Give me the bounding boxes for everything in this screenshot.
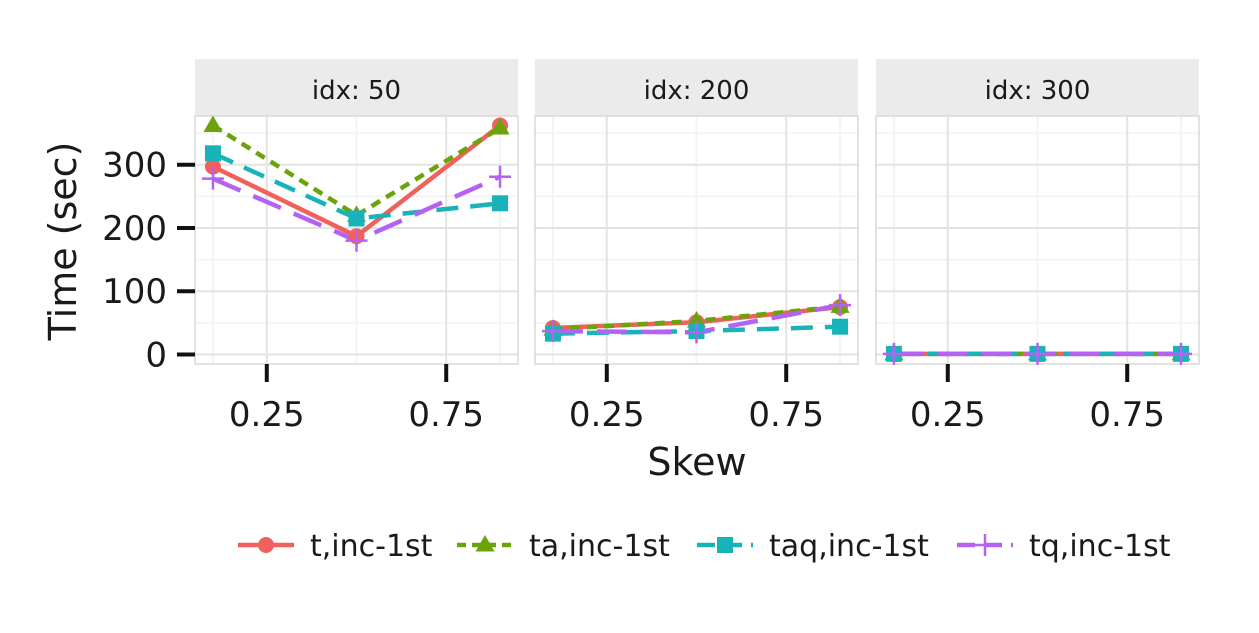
panel-border xyxy=(194,115,519,365)
legend-item: taq,inc-1st xyxy=(697,529,929,564)
panel-2: idx: 200 0.25 0.75 xyxy=(534,59,859,435)
y-axis-title: Time (sec) xyxy=(41,142,85,342)
x-tick-label: 0.75 xyxy=(748,395,824,435)
legend-key-marker xyxy=(475,535,495,552)
data-point-tq-inc-1st xyxy=(345,229,368,252)
data-point-taq-inc-1st xyxy=(348,210,365,227)
data-point-taq-inc-1st xyxy=(204,145,221,162)
y-tick-label: 300 xyxy=(102,146,167,186)
x-tick-label: 0.25 xyxy=(569,395,645,435)
panel-border xyxy=(534,115,859,365)
data-point-tq-inc-1st xyxy=(1026,342,1049,365)
legend-label: ta,inc-1st xyxy=(529,529,670,564)
data-point-tq-inc-1st xyxy=(201,167,224,190)
legend-item: tq,inc-1st xyxy=(957,529,1171,564)
panel-strip-label: idx: 50 xyxy=(312,76,401,106)
y-tick-label: 200 xyxy=(102,209,167,249)
panel-strip-label: idx: 200 xyxy=(644,76,750,106)
panel-strip-label: idx: 300 xyxy=(985,76,1091,106)
y-tick-label: 100 xyxy=(102,272,167,312)
x-tick-label: 0.25 xyxy=(910,395,986,435)
legend-item: ta,inc-1st xyxy=(457,529,670,564)
x-tick-label: 0.75 xyxy=(408,395,484,435)
data-point-taq-inc-1st xyxy=(832,318,849,335)
panel-strip xyxy=(195,59,518,116)
panel-3: idx: 300 0.25 0.75 xyxy=(875,59,1200,435)
x-axis-title: Skew xyxy=(647,440,746,484)
data-point-tq-inc-1st xyxy=(685,321,708,344)
series-line-ta-inc-1st xyxy=(211,123,502,218)
legend-key-marker xyxy=(974,534,996,556)
panels: idx: 50 0.25 0.75 0 100 200 300 idx: 200 0.25 0.7… xyxy=(102,59,1200,435)
legend-label: taq,inc-1st xyxy=(769,529,929,564)
data-point-tq-inc-1st xyxy=(1170,342,1193,365)
panel-strip xyxy=(535,59,858,116)
legend-key-marker xyxy=(717,537,733,553)
y-tick-label: 0 xyxy=(145,336,167,376)
x-tick-label: 0.25 xyxy=(229,395,305,435)
data-point-tq-inc-1st xyxy=(489,165,512,188)
data-point-tq-inc-1st xyxy=(829,294,852,317)
data-point-tq-inc-1st xyxy=(541,320,564,343)
data-point-taq-inc-1st xyxy=(492,195,509,212)
x-tick-label: 0.75 xyxy=(1089,395,1165,435)
data-point-t-inc-1st xyxy=(204,158,221,175)
data-point-ta-inc-1st xyxy=(203,115,223,132)
panel-1: idx: 50 0.25 0.75 0 100 200 300 xyxy=(102,59,519,435)
data-point-tq-inc-1st xyxy=(882,342,905,365)
data-point-ta-inc-1st xyxy=(490,118,510,135)
legend-item: t,inc-1st xyxy=(238,529,433,564)
legend-key-marker xyxy=(258,537,274,553)
legend: t,inc-1st ta,inc-1st taq,inc-1st tq,inc-1st xyxy=(238,529,1171,564)
legend-label: tq,inc-1st xyxy=(1029,529,1171,564)
panel-strip xyxy=(876,59,1199,116)
legend-label: t,inc-1st xyxy=(310,529,433,564)
